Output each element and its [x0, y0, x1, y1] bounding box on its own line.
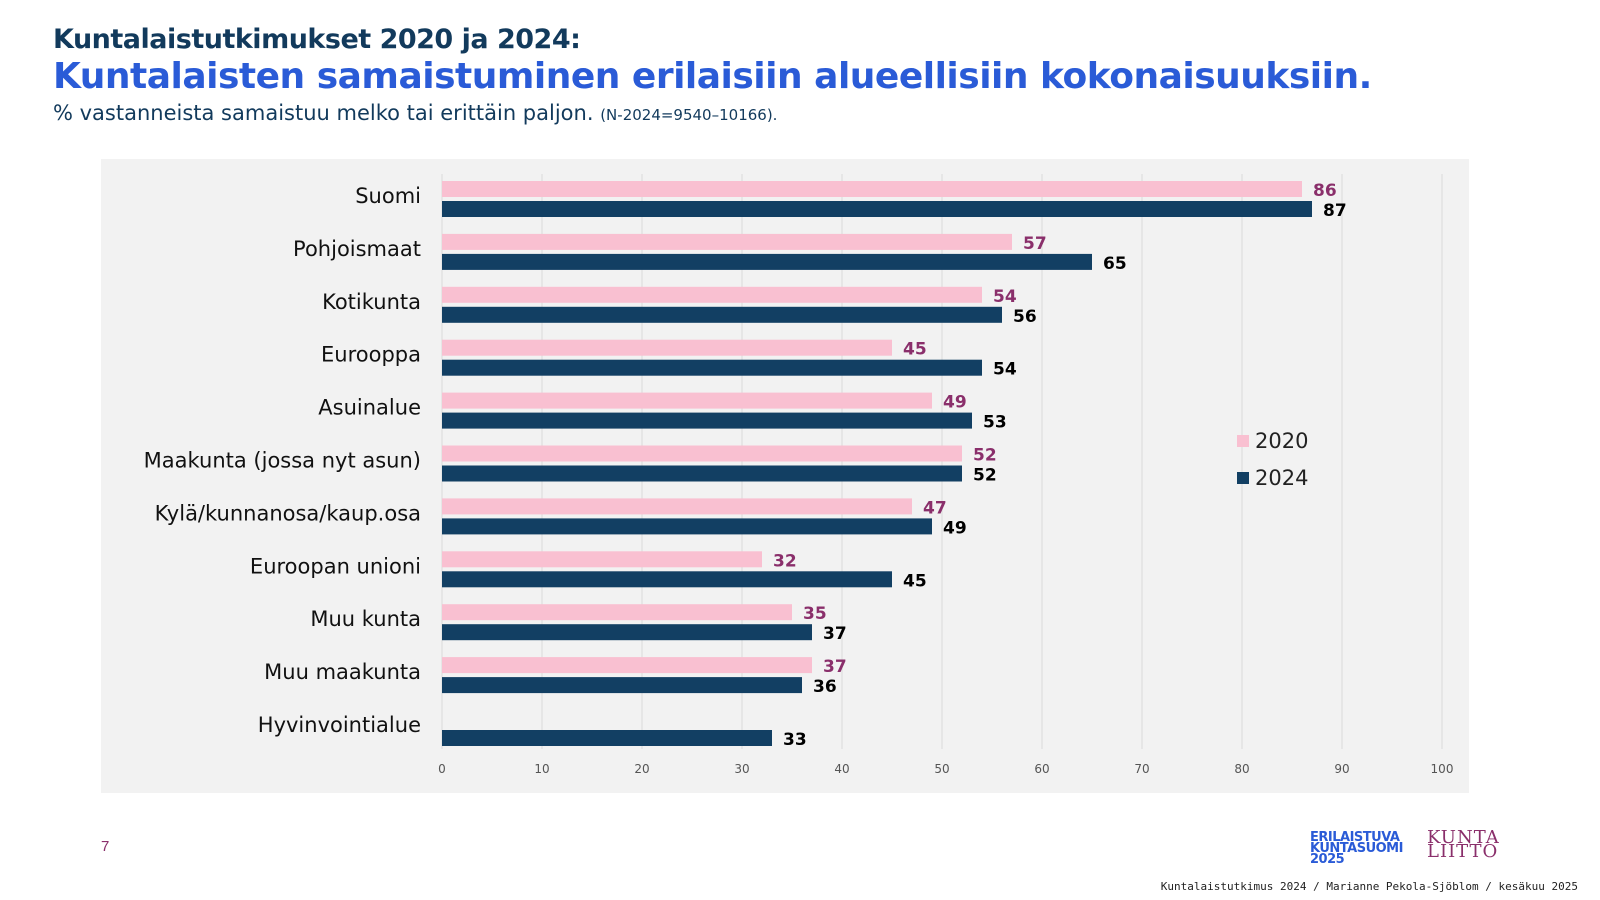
bar-2024: [442, 412, 972, 429]
bar-2024: [442, 465, 962, 482]
data-label-2024: 49: [943, 518, 967, 538]
x-tick-label: 100: [1431, 762, 1454, 776]
bar-2020: [442, 657, 812, 674]
data-label-2020: 45: [903, 340, 927, 360]
page-subtitle: % vastanneista samaistuu melko tai eritt…: [53, 101, 777, 125]
bar-2020: [442, 604, 792, 621]
data-label-2024: 37: [823, 624, 847, 644]
page-supertitle: Kuntalaistutkimukset 2020 ja 2024:: [53, 24, 581, 55]
data-label-2020: 52: [973, 446, 997, 466]
data-label-2024: 87: [1323, 201, 1347, 221]
category-label: Hyvinvointialue: [258, 713, 421, 737]
data-label-2020: 32: [773, 551, 797, 571]
x-tick-label: 90: [1334, 762, 1349, 776]
bar-2020: [442, 498, 912, 515]
bar-2024: [442, 306, 1002, 323]
category-label: Asuinalue: [318, 396, 421, 420]
data-label-2020: 54: [993, 287, 1017, 307]
bar-2020: [442, 233, 1012, 250]
logo2-line-2: LIITTO: [1427, 841, 1499, 862]
bar-2024: [442, 201, 1312, 217]
x-tick-label: 50: [934, 762, 949, 776]
data-label-2024: 65: [1103, 254, 1127, 274]
category-label: Muu maakunta: [264, 660, 421, 684]
category-label: Kotikunta: [322, 290, 421, 314]
data-label-2020: 86: [1313, 181, 1337, 201]
legend-swatch-2020: [1237, 435, 1249, 447]
data-label-2024: 33: [783, 730, 807, 750]
bar-2024: [442, 730, 772, 746]
bar-2024: [442, 518, 932, 535]
bar-2020: [442, 286, 982, 303]
legend-label-2020: 2020: [1255, 429, 1308, 453]
data-label-2020: 49: [943, 393, 967, 413]
x-tick-label: 80: [1234, 762, 1249, 776]
subtitle-note: (N-2024=9540–10166).: [600, 106, 778, 124]
category-label: Pohjoismaat: [293, 237, 421, 261]
data-label-2024: 56: [1013, 307, 1037, 327]
data-label-2024: 54: [993, 360, 1017, 380]
erilaistuva-kuntasuomi-logo: ERILAISTUVA KUNTASUOMI 2025: [1310, 830, 1403, 867]
category-label: Muu kunta: [310, 607, 421, 631]
footer-credit: Kuntalaistutkimus 2024 / Marianne Pekola…: [1160, 880, 1578, 893]
category-label: Euroopan unioni: [250, 554, 421, 578]
bar-2020: [442, 445, 962, 462]
logo-line-2: KUNTASUOMI: [1310, 841, 1403, 856]
legend-label-2024: 2024: [1255, 466, 1308, 490]
bar-2024: [442, 359, 982, 376]
page-number: 7: [101, 838, 110, 855]
bar-2020: [442, 551, 762, 568]
x-tick-label: 0: [438, 762, 446, 776]
bar-2020: [442, 181, 1302, 197]
bar-2024: [442, 253, 1092, 270]
logo-line-3: 2025: [1310, 852, 1345, 867]
category-label: Maakunta (jossa nyt asun): [144, 449, 421, 473]
data-label-2020: 57: [1023, 234, 1047, 254]
category-label: Eurooppa: [321, 343, 421, 367]
kuntaliitto-logo: KUNTA LIITTO: [1427, 827, 1500, 862]
data-label-2020: 47: [923, 498, 947, 518]
logo2-line-1: KUNTA: [1427, 827, 1500, 848]
data-label-2024: 36: [813, 677, 837, 697]
x-tick-label: 40: [834, 762, 849, 776]
bar-2024: [442, 624, 812, 641]
x-tick-label: 20: [634, 762, 649, 776]
x-tick-label: 30: [734, 762, 749, 776]
subtitle-text: % vastanneista samaistuu melko tai eritt…: [53, 101, 594, 125]
bar-2020: [442, 392, 932, 409]
legend-swatch-2024: [1237, 472, 1249, 484]
logo-line-1: ERILAISTUVA: [1310, 830, 1400, 845]
bar-2024: [442, 677, 802, 694]
x-tick-label: 60: [1034, 762, 1049, 776]
data-label-2024: 45: [903, 571, 927, 591]
x-tick-label: 70: [1134, 762, 1149, 776]
category-label: Suomi: [355, 184, 421, 208]
bar-2024: [442, 571, 892, 588]
data-label-2024: 52: [973, 466, 997, 486]
x-tick-label: 10: [534, 762, 549, 776]
category-label: Kylä/kunnanosa/kaup.osa: [155, 501, 421, 525]
bar-2020: [442, 339, 892, 356]
data-label-2020: 35: [803, 604, 827, 624]
data-label-2024: 53: [983, 413, 1007, 433]
data-label-2020: 37: [823, 657, 847, 677]
page-title: Kuntalaisten samaistuminen erilaisiin al…: [53, 56, 1372, 97]
